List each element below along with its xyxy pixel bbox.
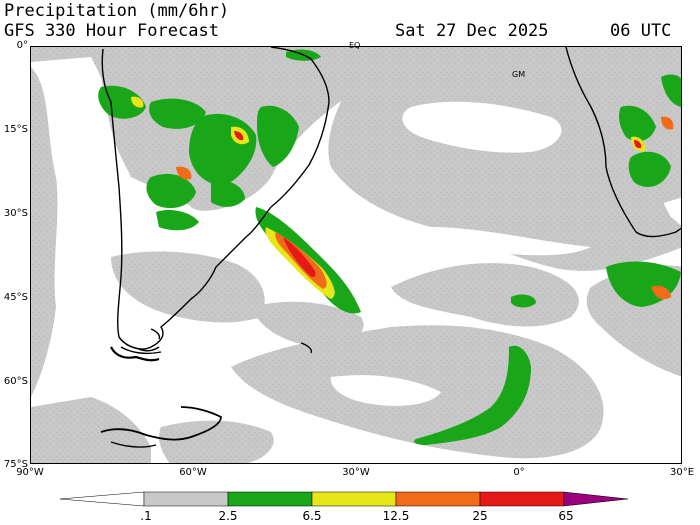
colorbar-segment-1 bbox=[143, 491, 229, 507]
lon-label-30e: 30°E bbox=[669, 467, 695, 478]
precipitation-map bbox=[30, 46, 682, 464]
lat-label-30s: 30°S bbox=[3, 208, 28, 219]
lat-label-0: 0° bbox=[16, 40, 28, 51]
lat-label-60s: 60°S bbox=[3, 376, 28, 387]
colorbar-segment-6 bbox=[563, 491, 629, 507]
colorbar-label-0: .1 bbox=[140, 509, 152, 523]
colorbar-segment-5 bbox=[479, 491, 565, 507]
colorbar-label-3: 12.5 bbox=[382, 509, 410, 523]
colorbar-label-1: 2.5 bbox=[218, 509, 238, 523]
lat-label-45s: 45°S bbox=[3, 292, 28, 303]
colorbar-label-4: 25 bbox=[472, 509, 488, 523]
moderate-precip-areas bbox=[98, 49, 681, 445]
clear-areas bbox=[330, 101, 591, 406]
colorbar-label-2: 6.5 bbox=[302, 509, 322, 523]
lon-label-90w: 90°W bbox=[16, 467, 44, 478]
colorbar-label-5: 65 bbox=[558, 509, 574, 523]
equator-label: EQ bbox=[349, 41, 361, 50]
forecast-subtitle: GFS 330 Hour Forecast bbox=[4, 21, 219, 41]
lat-label-15s: 15°S bbox=[3, 124, 28, 135]
forecast-time: 06 UTC bbox=[610, 21, 672, 41]
colorbar-segment-2 bbox=[227, 491, 313, 507]
colorbar-segment-4 bbox=[395, 491, 481, 507]
colorbar-segment-0 bbox=[59, 491, 145, 507]
map-title: Precipitation (mm/6hr) bbox=[4, 1, 230, 21]
lon-label-60w: 60°W bbox=[179, 467, 207, 478]
heavy-precip-areas bbox=[131, 96, 674, 300]
forecast-date: Sat 27 Dec 2025 bbox=[395, 21, 549, 41]
lon-label-30w: 30°W bbox=[342, 467, 370, 478]
colorbar bbox=[59, 491, 629, 507]
greenwich-meridian-label: GM bbox=[512, 70, 526, 79]
lon-label-0: 0° bbox=[513, 467, 525, 478]
colorbar-segment-3 bbox=[311, 491, 397, 507]
lat-label-75s: 75°S bbox=[3, 459, 28, 470]
precipitation-field bbox=[31, 47, 681, 463]
coastlines bbox=[100, 47, 681, 448]
